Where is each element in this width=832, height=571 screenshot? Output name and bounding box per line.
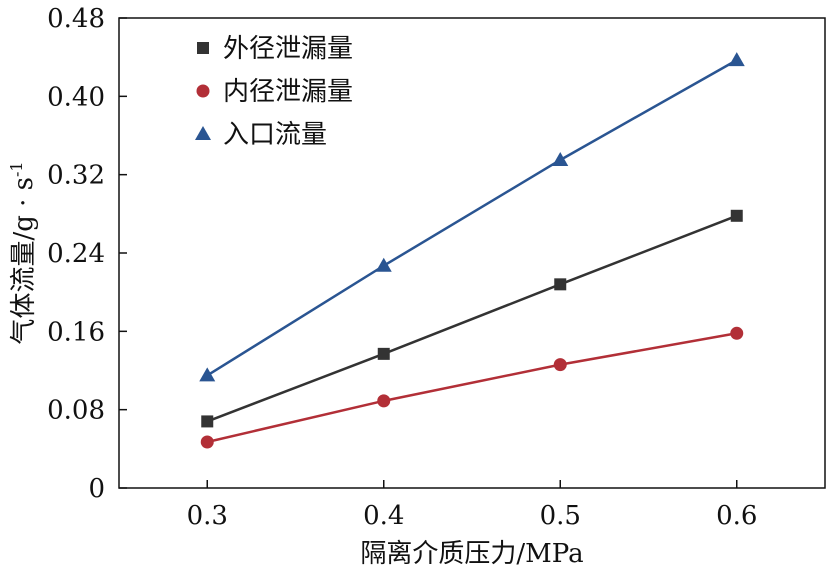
data-point xyxy=(553,358,567,372)
legend-label: 入口流量 xyxy=(223,120,327,150)
y-tick-label: 0.48 xyxy=(47,4,105,34)
x-tick-label: 0.4 xyxy=(363,501,404,531)
x-tick-label: 0.6 xyxy=(716,501,757,531)
series-line xyxy=(206,59,738,377)
y-axis-label-main: 气体流量/g · s xyxy=(9,177,39,345)
legend-marker xyxy=(196,84,210,98)
y-tick-label: 0.08 xyxy=(47,396,105,426)
data-point xyxy=(730,326,744,340)
x-tick-label: 0.3 xyxy=(187,501,228,531)
series-layer xyxy=(199,52,745,449)
data-point xyxy=(554,278,567,291)
legend-label: 内径泄漏量 xyxy=(223,77,353,107)
y-tick-label: 0 xyxy=(88,474,105,504)
data-point xyxy=(377,394,391,408)
x-ticks: 0.3 0.4 0.5 0.6 xyxy=(187,480,757,531)
y-tick-label: 0.32 xyxy=(47,161,105,191)
x-axis-label: 隔离介质压力/MPa xyxy=(360,539,583,569)
y-tick-label: 0.16 xyxy=(47,317,105,347)
data-point xyxy=(199,367,216,382)
series-line xyxy=(206,332,737,444)
y-axis-label: 气体流量/g · s-1 xyxy=(7,161,39,344)
legend-marker xyxy=(197,42,209,54)
legend-marker xyxy=(195,126,211,140)
series-1 xyxy=(201,209,743,428)
data-point xyxy=(728,52,745,67)
y-axis-label-sup: -1 xyxy=(7,161,26,177)
data-point xyxy=(730,209,743,222)
series-line xyxy=(206,214,738,423)
data-point xyxy=(200,435,214,449)
data-point xyxy=(375,257,392,272)
legend-label: 外径泄漏量 xyxy=(223,34,353,64)
y-tick-label: 0.40 xyxy=(47,82,105,112)
x-tick-label: 0.5 xyxy=(540,501,581,531)
data-point xyxy=(552,151,569,166)
y-ticks: 0 0.08 0.16 0.24 0.32 0.40 0.48 xyxy=(47,4,127,504)
series-2 xyxy=(200,326,744,449)
y-tick-label: 0.24 xyxy=(47,239,105,269)
series-3 xyxy=(199,52,745,382)
data-point xyxy=(201,415,214,428)
data-point xyxy=(377,347,390,360)
